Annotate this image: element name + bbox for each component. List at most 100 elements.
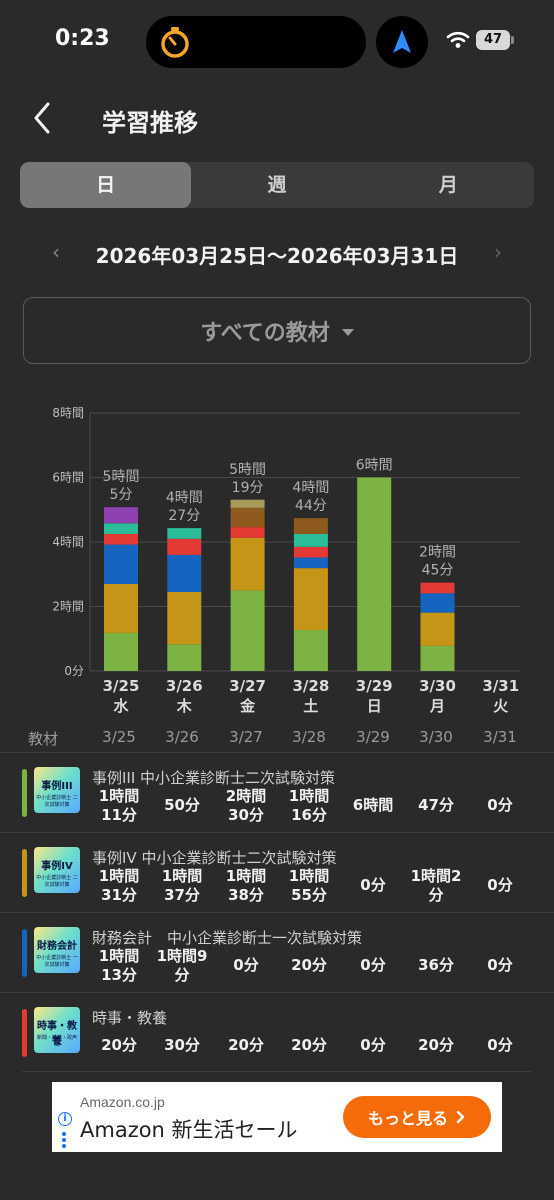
table-cell: 20分 bbox=[101, 1036, 137, 1054]
material-color-bar bbox=[22, 769, 27, 817]
bar-segment bbox=[230, 507, 265, 528]
x-tick-label: 3/27 bbox=[229, 677, 266, 695]
table-cell: 36分 bbox=[418, 956, 454, 974]
bar-total-label: 4時間 bbox=[292, 480, 329, 496]
bar-total-label: 5時間 bbox=[103, 469, 140, 485]
table-header-date: 3/28 bbox=[292, 728, 326, 746]
page-title: 学習推移 bbox=[102, 109, 198, 137]
table-cell: 30分 bbox=[164, 1036, 200, 1054]
table-cell: 50分 bbox=[164, 796, 200, 814]
bar-segment bbox=[420, 582, 455, 594]
bar-segment bbox=[293, 630, 328, 671]
bar-segment bbox=[230, 537, 265, 591]
table-cell: 0分 bbox=[487, 876, 513, 894]
dynamic-island[interactable] bbox=[146, 16, 366, 68]
table-cell: 1時間 13分 bbox=[98, 947, 140, 984]
x-weekday-label: 金 bbox=[239, 697, 256, 715]
x-tick-label: 3/25 bbox=[103, 677, 140, 695]
table-cell: 20分 bbox=[291, 1036, 327, 1054]
table-header-date: 3/30 bbox=[419, 728, 453, 746]
table-cell: 0分 bbox=[487, 1036, 513, 1054]
more-vertical-icon[interactable] bbox=[62, 1132, 66, 1148]
y-tick-label: 6時間 bbox=[52, 471, 84, 485]
x-tick-label: 3/26 bbox=[166, 677, 203, 695]
table-cell: 1時間 16分 bbox=[288, 787, 330, 824]
material-name: 事例III 中小企業診断士二次試験対策 bbox=[92, 769, 336, 787]
navigation-bubble[interactable] bbox=[376, 16, 428, 68]
material-filter-dropdown[interactable]: すべての教材 bbox=[23, 297, 531, 364]
material-thumbnail: 事例IV 中小企業診断士 二次試験対策 bbox=[34, 847, 80, 893]
x-tick-label: 3/30 bbox=[419, 677, 456, 695]
bar-segment bbox=[293, 568, 328, 631]
x-weekday-label: 水 bbox=[113, 697, 129, 715]
ad-cta-button[interactable]: もっと見る bbox=[343, 1096, 491, 1138]
next-range-button[interactable]: › bbox=[494, 240, 502, 264]
material-filter-label: すべての教材 bbox=[200, 320, 330, 346]
material-row[interactable]: 財務会計 中小企業診断士 一次試験対策 財務会計 中小企業診断士一次試験対策 1… bbox=[0, 912, 554, 992]
x-weekday-label: 木 bbox=[176, 697, 193, 715]
table-cell: 1時間 11分 bbox=[98, 787, 140, 824]
bar-segment bbox=[167, 644, 202, 671]
chevron-left-icon bbox=[34, 102, 50, 134]
ad-domain: Amazon.co.jp bbox=[80, 1094, 165, 1110]
thumbnail-subtitle: 中小企業診断士 一次試験対策 bbox=[36, 955, 78, 968]
tab-week[interactable]: 週 bbox=[267, 174, 287, 196]
battery-indicator: 47 bbox=[476, 30, 514, 50]
table-cell: 1時間 37分 bbox=[161, 867, 203, 904]
bar-total-label: 45分 bbox=[422, 563, 454, 579]
ad-title[interactable]: Amazon 新生活セール bbox=[80, 1118, 298, 1142]
tab-month[interactable]: 月 bbox=[438, 174, 458, 196]
bar-total-label: 5分 bbox=[110, 487, 133, 503]
bar-total-label: 19分 bbox=[232, 480, 264, 496]
bar-segment bbox=[230, 499, 265, 508]
x-tick-label: 3/28 bbox=[293, 677, 330, 695]
previous-range-button[interactable]: ‹ bbox=[52, 240, 60, 264]
table-cell: 20分 bbox=[418, 1036, 454, 1054]
bar-segment bbox=[104, 507, 138, 524]
bar-segment bbox=[104, 632, 138, 671]
bar-segment bbox=[104, 523, 138, 534]
bar-segment bbox=[104, 544, 138, 584]
bar-segment bbox=[293, 557, 328, 569]
bar-total-label: 5時間 bbox=[229, 462, 266, 478]
thumbnail-title: 財務会計 bbox=[37, 941, 77, 952]
back-button[interactable] bbox=[24, 96, 64, 140]
thumbnail-title: 事例III bbox=[41, 781, 73, 792]
x-weekday-label: 火 bbox=[493, 697, 509, 715]
material-row[interactable]: 時事・教養 新聞・雑誌・政声問 時事・教養 20分 30分 20分 20分 0分… bbox=[0, 992, 554, 1072]
material-row[interactable]: 事例III 中小企業診断士 二次試験対策 事例III 中小企業診断士二次試験対策… bbox=[0, 752, 554, 832]
table-cell: 0分 bbox=[360, 876, 386, 894]
bar-segment bbox=[293, 518, 328, 534]
material-row[interactable]: 事例IV 中小企業診断士 二次試験対策 事例IV 中小企業診断士二次試験対策 1… bbox=[0, 832, 554, 912]
table-header-date: 3/27 bbox=[229, 728, 263, 746]
bar-segment bbox=[167, 554, 202, 592]
table-cell: 0分 bbox=[360, 1036, 386, 1054]
table-cell: 1時間 38分 bbox=[225, 867, 267, 904]
y-tick-label: 8時間 bbox=[52, 406, 84, 420]
material-name: 時事・教養 bbox=[92, 1009, 168, 1027]
x-weekday-label: 日 bbox=[367, 697, 382, 715]
bar-segment bbox=[104, 533, 138, 545]
info-icon[interactable]: i bbox=[58, 1112, 72, 1126]
study-time-chart: 0分 2時間 4時間 6時間 8時間 5時間 5分 3/25 水 4時間 27分 3/26 木 5時間 19… bbox=[52, 406, 520, 715]
bar-segment bbox=[420, 645, 455, 671]
status-bar: 0:23 47 bbox=[0, 0, 554, 80]
material-thumbnail: 事例III 中小企業診断士 二次試験対策 bbox=[34, 767, 80, 813]
bar-total-label: 44分 bbox=[295, 498, 327, 514]
table-cell: 1時間 31分 bbox=[98, 867, 140, 904]
bar-segment bbox=[230, 590, 265, 671]
table-cell: 20分 bbox=[228, 1036, 264, 1054]
ad-banner[interactable]: i Amazon.co.jp Amazon 新生活セール もっと見る bbox=[52, 1082, 502, 1152]
bar-segment bbox=[167, 538, 202, 555]
table-cell: 6時間 bbox=[352, 796, 394, 814]
material-color-bar bbox=[22, 849, 27, 897]
bar-segment bbox=[230, 527, 265, 538]
material-thumbnail: 財務会計 中小企業診断士 一次試験対策 bbox=[34, 927, 80, 973]
material-name: 事例IV 中小企業診断士二次試験対策 bbox=[92, 849, 337, 867]
status-time: 0:23 bbox=[55, 26, 110, 51]
tab-day[interactable]: 日 bbox=[20, 162, 192, 208]
table-header-date: 3/29 bbox=[356, 728, 390, 746]
wifi-icon bbox=[446, 31, 470, 48]
bar-total-label: 2時間 bbox=[419, 545, 456, 561]
thumbnail-subtitle: 新聞・雑誌・政声問 bbox=[36, 1035, 77, 1048]
